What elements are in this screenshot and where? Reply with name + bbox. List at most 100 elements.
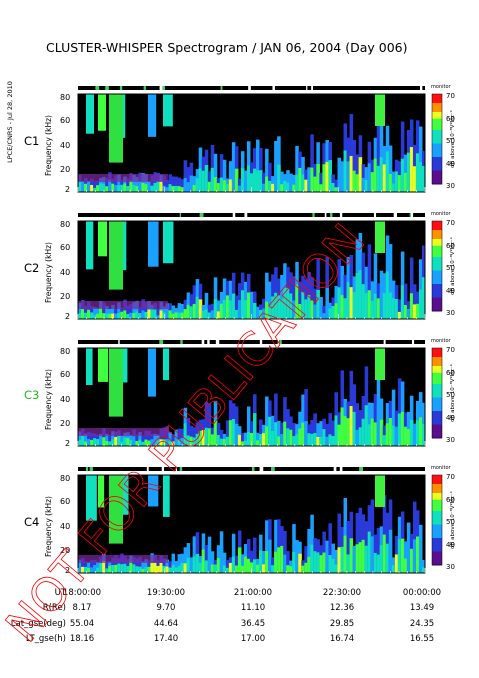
emission-band	[78, 301, 168, 309]
spectral-column-core	[234, 423, 239, 446]
spectral-column	[277, 519, 281, 573]
colorbar-tick-label: 30	[446, 182, 455, 190]
frequency-tick-label: 60	[60, 370, 71, 379]
spectral-column-core	[415, 153, 420, 192]
spectral-column	[249, 550, 254, 573]
spectral-column-core	[216, 435, 221, 446]
spectral-column-core	[243, 300, 248, 319]
spectral-column	[129, 303, 133, 319]
frequency-tick-label: 40	[60, 141, 71, 150]
spectral-column-core	[415, 420, 420, 446]
spectral-column-core	[361, 284, 366, 319]
colorbar-segment	[432, 359, 442, 362]
spectral-column	[253, 537, 257, 573]
spectral-column-core	[268, 305, 272, 319]
colorbar-segment	[432, 150, 442, 153]
spectral-column-core	[126, 437, 130, 446]
colorbar-segment	[432, 370, 442, 374]
spectral-column-core	[313, 176, 317, 192]
spectral-column	[334, 549, 338, 573]
spectral-column-core	[180, 312, 185, 319]
spectral-column-core	[186, 304, 191, 319]
spectral-column	[316, 423, 320, 446]
spectral-column-core	[213, 299, 218, 319]
spectral-column	[376, 364, 381, 446]
spectral-column-core	[271, 183, 275, 192]
spectral-column	[397, 299, 402, 319]
emission-burst	[148, 475, 159, 507]
mode-bar-segment	[359, 467, 363, 471]
spectral-column-core	[310, 167, 314, 192]
frequency-tick-label: 20	[60, 419, 71, 428]
spectral-column-core	[319, 310, 323, 319]
spectral-column-core	[397, 311, 402, 319]
spectral-column	[382, 495, 387, 573]
spectral-column-core	[373, 293, 378, 319]
spectral-column	[310, 134, 314, 192]
spectral-column-core	[114, 185, 118, 192]
spectral-column	[292, 524, 296, 573]
spectral-column-core	[108, 565, 112, 573]
colorbar-tick-label: 70	[446, 473, 455, 481]
colorbar-segment	[432, 161, 442, 165]
spectral-column-core	[349, 538, 354, 573]
spectral-column-core	[204, 560, 209, 573]
spectral-column-core	[192, 556, 197, 573]
spectral-column-core	[249, 173, 254, 192]
spectrogram-panel	[77, 86, 443, 193]
spectral-column-core	[268, 180, 272, 192]
spectral-column-core	[156, 565, 160, 573]
spectral-column-core	[385, 543, 390, 573]
spectral-column	[319, 296, 323, 319]
spectral-column	[403, 283, 408, 319]
spectral-column	[295, 540, 299, 573]
mode-bar-segment	[201, 340, 205, 344]
spectral-column-core	[283, 287, 287, 319]
spectral-column	[265, 272, 269, 319]
spectral-column	[243, 432, 248, 446]
mode-bar-segment	[420, 86, 423, 90]
colorbar-segment	[432, 248, 442, 251]
spectral-column-core	[343, 150, 348, 192]
spectral-column-core	[225, 567, 230, 573]
spectral-column-core	[382, 164, 387, 192]
spectral-column-core	[135, 440, 139, 446]
colorbar-segment	[432, 157, 442, 160]
spectral-column	[409, 257, 414, 319]
colorbar-segment	[432, 254, 442, 258]
orbit-row-label: Lat_gse(deg)	[10, 619, 66, 629]
colorbar-segment	[432, 105, 442, 108]
colorbar-segment	[432, 535, 442, 539]
spectral-column	[246, 539, 251, 573]
colorbar-segment	[432, 272, 442, 276]
mode-bar-segment	[89, 467, 93, 471]
spectral-column-core	[367, 163, 372, 192]
spectral-column-core	[90, 567, 94, 573]
mode-bar-segment	[179, 467, 183, 471]
spectral-column-core	[415, 303, 420, 319]
colorbar-segment	[432, 551, 442, 555]
spectral-column-core	[295, 434, 299, 446]
spectral-column	[135, 300, 139, 319]
spectral-column	[304, 546, 308, 573]
spectral-column-core	[120, 564, 124, 573]
spectral-column	[358, 507, 363, 573]
spectral-column-core	[150, 563, 154, 573]
spectral-column-core	[421, 567, 426, 573]
spectral-column-core	[334, 564, 338, 573]
mode-bar	[78, 213, 425, 217]
spectral-column-core	[87, 309, 91, 319]
spectral-column	[174, 176, 179, 192]
spectral-column	[156, 308, 160, 319]
colorbar-segment	[432, 517, 442, 521]
spectral-column-core	[96, 439, 100, 446]
mode-bar-segment	[251, 467, 255, 471]
mode-bar-segment	[409, 213, 412, 217]
spectral-column-core	[162, 565, 167, 573]
colorbar-segment	[432, 422, 442, 425]
spectral-column-core	[328, 160, 332, 192]
colorbar-segment	[432, 261, 442, 265]
mode-bar-segment	[339, 213, 343, 217]
colorbar-segment	[432, 172, 442, 176]
emission-band	[375, 221, 385, 253]
